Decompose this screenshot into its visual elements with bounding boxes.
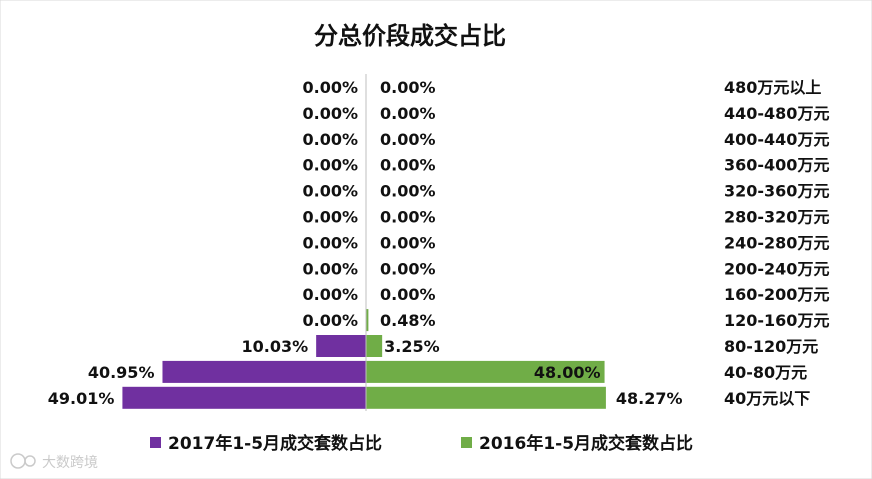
data-label-2016-9: 0.48% [380, 311, 436, 330]
legend-label-2017: 2017年1-5月成交套数占比 [168, 433, 382, 454]
watermark: 大数跨境 [10, 453, 98, 471]
category-label-1: 440-480万元 [724, 104, 829, 123]
data-label-2016-11: 48.00% [534, 363, 601, 382]
data-label-2017-12: 49.01% [48, 389, 115, 408]
bar-2016-11 [366, 360, 605, 383]
data-label-2017-0: 0.00% [302, 78, 358, 97]
data-label-2016-8: 0.00% [380, 285, 436, 304]
data-label-2016-6: 0.00% [380, 233, 436, 252]
data-label-2016-3: 0.00% [380, 156, 436, 175]
chart-title: 分总价段成交占比 [314, 22, 506, 50]
data-label-2017-6: 0.00% [302, 233, 358, 252]
bar-2016-10 [366, 335, 383, 357]
bar-2017-10 [316, 335, 366, 357]
category-label-2: 400-440万元 [724, 130, 829, 149]
category-label-5: 280-320万元 [724, 208, 829, 227]
category-label-9: 120-160万元 [724, 311, 829, 330]
category-label-3: 360-400万元 [724, 156, 829, 175]
category-label-12: 40万元以下 [724, 389, 810, 408]
watermark-text: 大数跨境 [42, 455, 98, 471]
data-label-2017-11: 40.95% [88, 363, 155, 382]
bar-2016-12 [366, 386, 606, 409]
data-label-2016-2: 0.00% [380, 130, 436, 149]
category-label-7: 200-240万元 [724, 259, 829, 278]
data-label-2017-4: 0.00% [302, 182, 358, 201]
bar-2016-9 [366, 309, 369, 332]
data-label-2016-7: 0.00% [380, 259, 436, 278]
data-label-2016-1: 0.00% [380, 104, 436, 123]
legend-swatch-2016 [461, 437, 472, 448]
category-label-4: 320-360万元 [724, 182, 829, 201]
bar-2017-11 [162, 360, 366, 383]
data-label-2016-10: 3.25% [384, 337, 440, 356]
category-label-10: 80-120万元 [724, 337, 818, 356]
data-label-2017-3: 0.00% [302, 156, 358, 175]
data-label-2017-2: 0.00% [302, 130, 358, 149]
data-label-2016-0: 0.00% [380, 78, 436, 97]
bar-2017-12 [122, 386, 366, 409]
data-label-2017-8: 0.00% [302, 285, 358, 304]
legend-swatch-2017 [150, 437, 161, 448]
category-label-11: 40-80万元 [724, 363, 807, 382]
data-label-2017-9: 0.00% [302, 311, 358, 330]
watermark-logo-dot-icon [24, 455, 36, 467]
category-label-8: 160-200万元 [724, 285, 829, 304]
data-label-2016-5: 0.00% [380, 208, 436, 227]
data-label-2016-4: 0.00% [380, 182, 436, 201]
data-label-2016-12: 48.27% [616, 389, 683, 408]
category-label-6: 240-280万元 [724, 233, 829, 252]
data-label-2017-10: 10.03% [242, 337, 309, 356]
legend-label-2016: 2016年1-5月成交套数占比 [479, 433, 693, 454]
category-label-0: 480万元以上 [724, 78, 821, 97]
data-label-2017-7: 0.00% [302, 259, 358, 278]
data-label-2017-5: 0.00% [302, 208, 358, 227]
plot-area: 0.00% 0.00% 480万元以上 0.00% 0.00% 440-480万元 0.00… [48, 78, 829, 409]
data-label-2017-1: 0.00% [302, 104, 358, 123]
legend: 2017年1-5月成交套数占比 2016年1-5月成交套数占比 [150, 433, 693, 454]
